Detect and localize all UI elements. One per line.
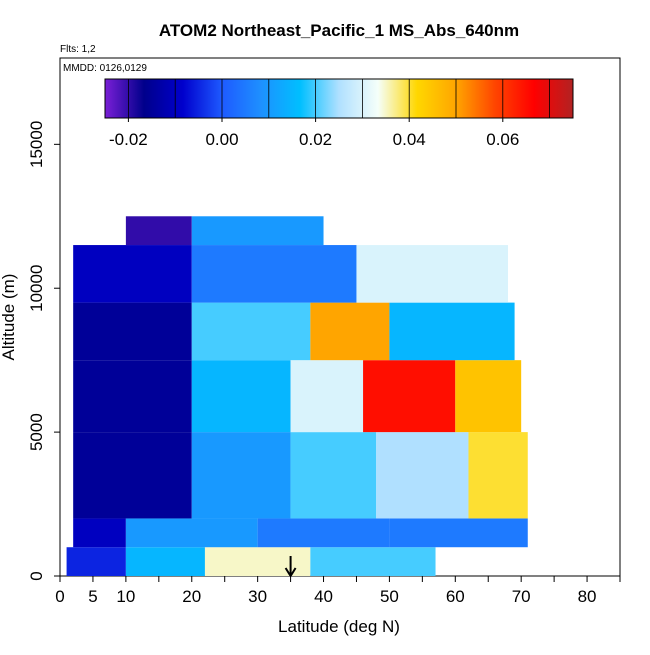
heatmap-cell (204, 547, 311, 576)
chart-title: ATOM2 Northeast_Pacific_1 MS_Abs_640nm (159, 21, 519, 40)
heatmap-cell (191, 360, 291, 433)
x-axis-label: Latitude (deg N) (278, 617, 400, 636)
heatmap-cell (310, 547, 436, 576)
x-axis: 0 5 10 20 30 40 50 60 70 80 (55, 576, 621, 606)
heatmap-cell (125, 547, 205, 576)
colorbar-tick-label: 0.06 (486, 130, 519, 149)
heatmap-cell (73, 302, 192, 361)
colorbar-tick-label: 0.00 (205, 130, 238, 149)
colorbar-dividers (127, 79, 550, 118)
colorbar-tick-label: -0.02 (109, 130, 148, 149)
x-tick-label: 80 (578, 587, 597, 606)
heatmap-cell (389, 302, 515, 361)
colorbar-ticks: -0.02 0.00 0.02 0.04 0.06 (109, 118, 519, 149)
y-tick-label: 10000 (27, 265, 46, 312)
x-tick-label: 0 (55, 587, 64, 606)
heatmap-cell (125, 216, 192, 246)
heatmap-cell (73, 518, 126, 548)
heatmap-cell (290, 360, 364, 433)
x-tick-label: 40 (314, 587, 333, 606)
colorbar-gradient (104, 78, 574, 119)
heatmap-cell (191, 432, 291, 519)
heatmap-cell (310, 302, 390, 361)
x-tick-label: 70 (512, 587, 531, 606)
heatmap-cell (66, 547, 126, 576)
heatmap-cell (73, 245, 192, 303)
heatmap-cell (290, 432, 377, 519)
heatmap-cell (73, 432, 192, 519)
colorbar-tick-label: 0.04 (393, 130, 426, 149)
heatmap-cell (191, 245, 357, 303)
heatmap-cell (125, 518, 258, 548)
colorbar: -0.02 0.00 0.02 0.04 0.06 (104, 78, 574, 149)
heatmap-cell (73, 360, 192, 433)
heatmap-cell (257, 518, 390, 548)
x-tick-label: 20 (182, 587, 201, 606)
heatmap-cells (66, 216, 528, 576)
colorbar-tick-label: 0.02 (299, 130, 332, 149)
flights-label: Flts: 1,2 (60, 44, 96, 55)
x-tick-label: 60 (446, 587, 465, 606)
heatmap-cell (468, 432, 528, 519)
heatmap-cell (363, 360, 456, 433)
y-tick-label: 15000 (27, 121, 46, 168)
y-tick-label: 0 (27, 571, 46, 580)
x-tick-label: 30 (248, 587, 267, 606)
heatmap-cell (455, 360, 522, 433)
y-axis-label: Altitude (m) (0, 274, 18, 361)
x-tick-label: 5 (88, 587, 97, 606)
heatmap-cell (389, 518, 528, 548)
heatmap-cell (191, 302, 311, 361)
x-tick-label: 50 (380, 587, 399, 606)
x-tick-label: 10 (116, 587, 135, 606)
heatmap-cell (376, 432, 469, 519)
heatmap-cell (191, 216, 324, 246)
y-axis: 0 5000 10000 15000 (27, 121, 60, 581)
mmdd-label: MMDD: 0126,0129 (63, 63, 147, 74)
heatmap-cell (356, 245, 508, 303)
y-tick-label: 5000 (27, 413, 46, 451)
